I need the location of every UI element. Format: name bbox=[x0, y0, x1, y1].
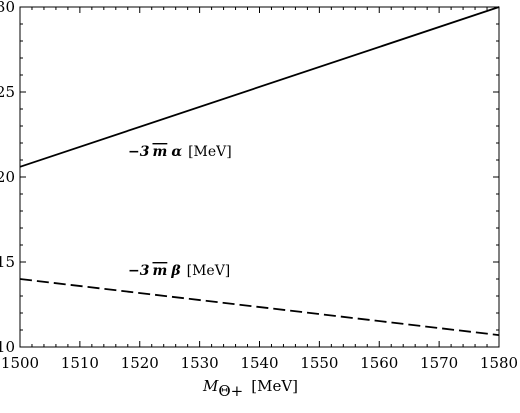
y-tick-label: 20 bbox=[0, 168, 15, 186]
series-label-beta: −3 m β [MeV] bbox=[128, 263, 230, 279]
x-tick-label: 1500 bbox=[1, 354, 39, 372]
x-tick-label: 1560 bbox=[360, 354, 398, 372]
series-line-alpha bbox=[19, 6, 500, 168]
x-tick-label: 1510 bbox=[61, 354, 99, 372]
series-line-beta bbox=[19, 278, 500, 336]
x-tick-label: 1540 bbox=[240, 354, 278, 372]
x-tick-label: 1580 bbox=[480, 354, 518, 372]
x-tick-label: 1550 bbox=[300, 354, 338, 372]
y-tick-label: 30 bbox=[0, 0, 15, 16]
y-tick-label: 15 bbox=[0, 253, 15, 271]
series-label-alpha: −3 m α [MeV] bbox=[128, 144, 232, 160]
x-tick-label: 1530 bbox=[181, 354, 219, 372]
x-axis-title: MΘ+ [MeV] bbox=[202, 377, 298, 400]
series-group bbox=[19, 6, 500, 336]
plot-frame bbox=[19, 6, 500, 348]
y-tick-label: 10 bbox=[0, 338, 15, 356]
x-tick-label: 1570 bbox=[420, 354, 458, 372]
x-tick-label: 1520 bbox=[121, 354, 159, 372]
ticks: 1500 1510 1520 1530 1540 1550 1560 1570 15801015… bbox=[0, 0, 518, 372]
y-tick-label: 25 bbox=[0, 83, 15, 101]
